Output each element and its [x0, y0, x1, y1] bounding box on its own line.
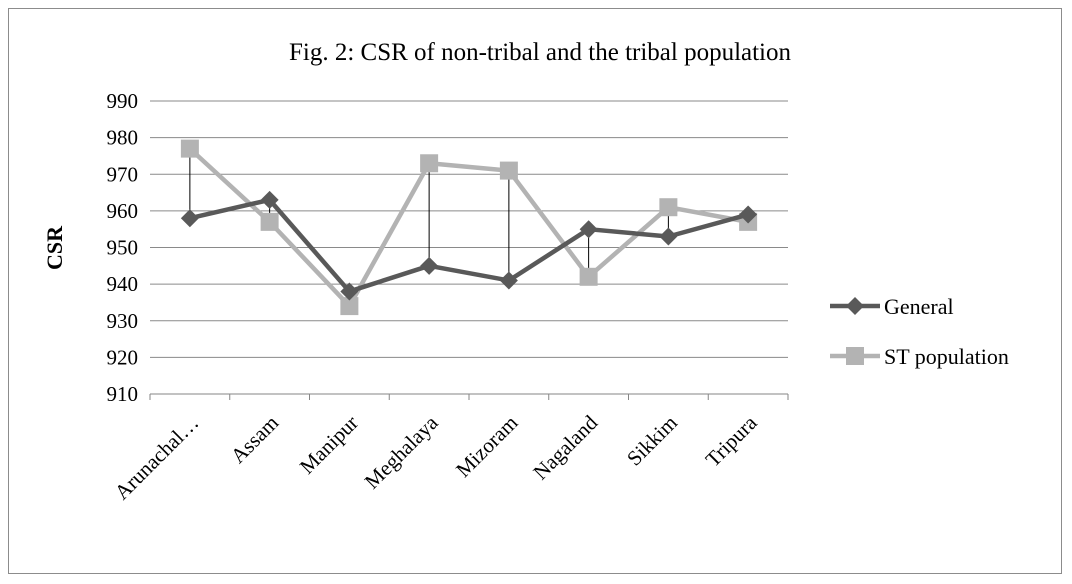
data-point — [499, 271, 518, 290]
chart-frame — [8, 8, 1062, 574]
y-axis-label: CSR — [42, 225, 67, 270]
x-tick-label: Manipur — [295, 411, 363, 479]
legend-label: ST population — [884, 344, 1009, 369]
y-tick-label: 950 — [107, 236, 139, 260]
y-tick-label: 990 — [107, 89, 139, 113]
x-tick-label: Arunachal… — [110, 411, 204, 505]
gridlines — [150, 100, 788, 395]
y-tick-label: 930 — [107, 309, 139, 333]
chart-title: Fig. 2: CSR of non-tribal and the tribal… — [289, 39, 792, 66]
data-point — [420, 154, 439, 173]
series-line — [188, 146, 749, 309]
y-tick-label: 920 — [107, 345, 139, 369]
y-tick-label: 980 — [107, 126, 139, 150]
data-point — [659, 198, 678, 217]
series-layer — [180, 139, 758, 316]
data-point — [659, 227, 678, 246]
data-point — [260, 212, 279, 231]
y-tick-label: 960 — [107, 199, 139, 223]
x-tick-label: Mizoram — [451, 411, 522, 482]
data-point — [499, 161, 518, 180]
x-tick-label: Nagaland — [528, 410, 602, 484]
data-point — [579, 220, 598, 239]
x-tick-label: Sikkim — [622, 411, 682, 471]
y-tick-label: 940 — [107, 272, 139, 296]
x-tick-label: Assam — [226, 411, 283, 468]
y-tick-label: 970 — [107, 162, 139, 186]
legend: General ST population — [830, 294, 1009, 369]
series-line — [189, 197, 749, 294]
legend-marker — [846, 297, 864, 315]
data-point — [180, 209, 199, 228]
data-point — [260, 190, 279, 209]
data-point — [579, 267, 598, 286]
data-point — [340, 297, 359, 316]
data-point — [340, 282, 359, 301]
y-axis-ticks: 910 920 930 940 950 960 970 980 990 — [107, 89, 139, 406]
legend-marker — [846, 347, 864, 365]
x-tick-label: Tripura — [701, 410, 762, 471]
y-tick-label: 910 — [107, 382, 139, 406]
data-point — [420, 256, 439, 275]
data-point — [739, 205, 758, 224]
x-tick-label: Meghalaya — [360, 410, 443, 493]
legend-label: General — [884, 294, 954, 319]
data-point — [180, 139, 199, 158]
